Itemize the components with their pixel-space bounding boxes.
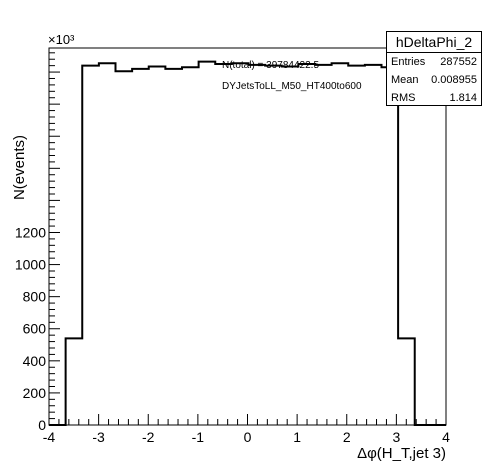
stats-mean-row: Mean 0.008955	[387, 71, 481, 89]
mean-label: Mean	[391, 71, 419, 89]
entries-label: Entries	[391, 53, 425, 71]
x-axis-title: Δφ(H_T,jet 3)	[357, 445, 446, 462]
rms-value: 1.814	[449, 89, 477, 107]
y-tick-label: 400	[23, 353, 47, 369]
entries-value: 287552	[440, 53, 477, 71]
x-tick-label: 0	[244, 429, 252, 445]
y-tick-label: 600	[23, 321, 47, 337]
y-tick-label: 1000	[15, 257, 46, 273]
x-tick-label: 2	[343, 429, 351, 445]
y-tick-label: 0	[38, 417, 46, 433]
mean-value: 0.008955	[431, 71, 477, 89]
x-tick-label: -2	[142, 429, 155, 445]
histogram-series-line	[49, 62, 446, 425]
annotation-total: N(total) = 39784422.5	[222, 60, 319, 71]
rms-label: RMS	[391, 89, 415, 107]
stats-box: hDeltaPhi_2 Entries 287552 Mean 0.008955…	[386, 31, 482, 106]
x-tick-label: 1	[293, 429, 301, 445]
stats-rms-row: RMS 1.814	[387, 89, 481, 107]
annotation-sample: DYJetsToLL_M50_HT400to600	[222, 81, 362, 92]
x-tick-label: 4	[442, 429, 450, 445]
y-tick-label: 800	[23, 289, 47, 305]
axis-ticks	[49, 53, 446, 425]
x-tick-label: -1	[192, 429, 205, 445]
y-tick-label: 200	[23, 385, 47, 401]
y-multiplier: ×10³	[48, 32, 75, 47]
y-axis-title: N(events)	[11, 135, 28, 200]
y-tick-label: 1200	[15, 224, 46, 240]
stats-entries-row: Entries 287552	[387, 53, 481, 71]
x-tick-label: 3	[392, 429, 400, 445]
x-tick-label: -3	[92, 429, 105, 445]
stats-title: hDeltaPhi_2	[387, 32, 481, 53]
